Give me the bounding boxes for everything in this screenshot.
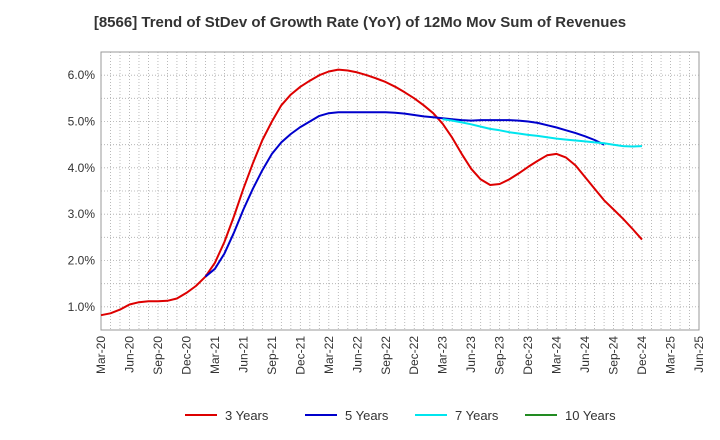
x-tick-label: Dec-22 <box>407 336 421 375</box>
x-tick-label: Mar-24 <box>550 336 564 374</box>
x-tick-label: Jun-21 <box>236 336 250 373</box>
series-line-7-years <box>442 118 643 148</box>
x-tick-label: Sep-20 <box>151 336 165 375</box>
legend-label-10-years: 10 Years <box>565 408 616 423</box>
x-tick-label: Sep-22 <box>379 336 393 375</box>
plot-area <box>100 51 700 331</box>
y-tick-label: 4.0% <box>68 161 96 175</box>
series-lines <box>100 68 643 317</box>
legend-label-3-years: 3 Years <box>225 408 269 423</box>
x-tick-label: Dec-20 <box>179 336 193 375</box>
x-tick-label: Mar-25 <box>664 336 678 374</box>
legend-label-5-years: 5 Years <box>345 408 389 423</box>
x-tick-label: Jun-22 <box>350 336 364 373</box>
x-tick-label: Jun-25 <box>692 336 706 373</box>
y-tick-label: 3.0% <box>68 207 96 221</box>
y-tick-label: 6.0% <box>68 68 96 82</box>
x-tick-label: Sep-21 <box>265 336 279 375</box>
x-tick-label: Sep-24 <box>607 336 621 375</box>
x-tick-label: Mar-23 <box>436 336 450 374</box>
y-tick-label: 2.0% <box>68 254 96 268</box>
legend-label-7-years: 7 Years <box>455 408 499 423</box>
x-tick-label: Dec-24 <box>635 336 649 375</box>
x-tick-label: Mar-20 <box>94 336 108 374</box>
x-tick-label: Mar-21 <box>208 336 222 374</box>
x-tick-label: Mar-22 <box>322 336 336 374</box>
x-tick-label: Sep-23 <box>493 336 507 375</box>
x-tick-label: Dec-23 <box>521 336 535 375</box>
x-tick-label: Jun-24 <box>578 336 592 373</box>
y-tick-label: 5.0% <box>68 115 96 129</box>
x-tick-label: Dec-21 <box>293 336 307 375</box>
x-tick-label: Jun-23 <box>464 336 478 373</box>
chart-title: [8566] Trend of StDev of Growth Rate (Yo… <box>93 14 627 31</box>
x-tick-label: Jun-20 <box>122 336 136 373</box>
x-axis-ticks: Mar-20 Jun-20 Sep-20 Dec-20 Mar-21 Jun-21 Sep-… <box>94 336 706 375</box>
series-line-3-years <box>100 68 643 317</box>
series-line-5-years <box>204 111 605 278</box>
legend: 3 Years 5 Years 7 Years 10 Years <box>185 408 616 423</box>
y-tick-label: 1.0% <box>68 300 96 314</box>
y-axis-ticks: 1.0% 2.0% 3.0% 4.0% 5.0% 6.0% <box>68 68 96 314</box>
